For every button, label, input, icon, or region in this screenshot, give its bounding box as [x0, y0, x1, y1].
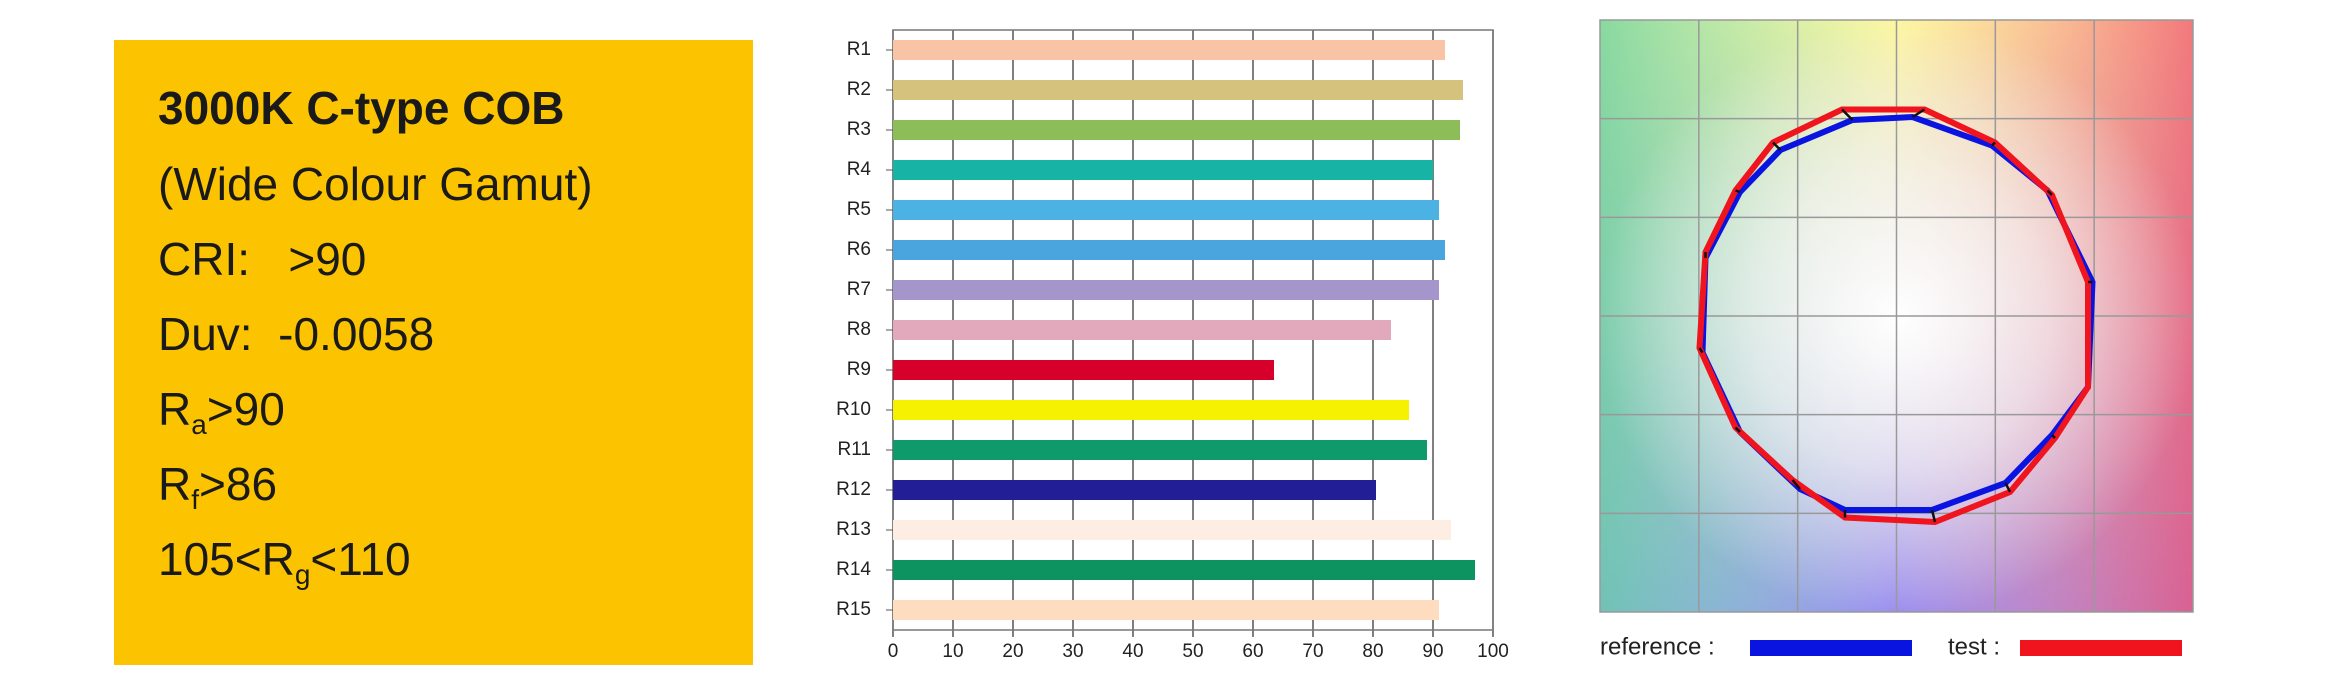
y-tick-label: R12: [836, 479, 871, 500]
y-tick-label: R14: [836, 559, 871, 580]
subscript: a: [191, 409, 207, 440]
y-tick-label: R1: [847, 39, 871, 60]
x-tick-label: 40: [1122, 641, 1143, 662]
shift-arrow: [2004, 482, 2012, 493]
card-line: Rf>86: [158, 458, 277, 515]
text-segment: <110: [310, 533, 410, 585]
y-tick-label: R9: [847, 359, 871, 380]
shift-arrow: [1698, 347, 1704, 354]
y-tick-label: R15: [836, 599, 871, 620]
shift-arrow: [1991, 141, 1996, 147]
text-segment: R: [158, 458, 191, 510]
x-tick-label: 20: [1002, 641, 1023, 662]
legend-swatch: [2020, 640, 2182, 656]
bar: [893, 600, 1439, 620]
bar: [893, 440, 1427, 460]
y-tick-label: R11: [838, 439, 871, 460]
bar: [893, 120, 1460, 140]
x-tick-label: 0: [888, 641, 899, 662]
y-tick-label: R4: [847, 159, 872, 180]
shift-arrow: [1791, 479, 1801, 490]
x-tick-label: 10: [942, 641, 963, 662]
legend-swatch: [1750, 640, 1912, 656]
bar: [893, 400, 1409, 420]
card-title: 3000K C-type COB: [158, 82, 564, 134]
bar-chart: 0 10 20 30 40 50 60 70 80 90 100 R1 R2 R3 R4 R5 R6 R7 R8 R9…: [836, 29, 1509, 662]
x-tick-label: 70: [1302, 641, 1323, 662]
y-tick-label: R3: [847, 119, 871, 140]
bar: [893, 160, 1433, 180]
x-tick-label: 50: [1182, 641, 1203, 662]
bar: [893, 80, 1463, 100]
x-tick-label: 90: [1422, 641, 1443, 662]
bar: [893, 360, 1274, 380]
y-tick-label: R10: [836, 399, 871, 420]
card-line: Duv: -0.0058: [158, 308, 434, 360]
subscript: g: [295, 559, 311, 590]
card-line: Ra>90: [158, 383, 285, 440]
text-segment: >90: [207, 383, 285, 435]
text-segment: CRI: >90: [158, 233, 366, 285]
shift-arrow: [1930, 509, 1937, 523]
card-line: (Wide Colour Gamut): [158, 158, 593, 210]
text-segment: (Wide Colour Gamut): [158, 158, 593, 210]
y-tick-label: R2: [847, 79, 871, 100]
bar: [893, 40, 1445, 60]
x-tick-label: 80: [1362, 641, 1383, 662]
shift-arrow: [2046, 189, 2053, 196]
text-segment: 105<R: [158, 533, 295, 585]
bar: [893, 480, 1376, 500]
shift-arrow: [2051, 434, 2056, 439]
y-tick-label: R7: [847, 279, 871, 300]
gamut-background: [1598, 18, 2198, 618]
card-line: 105<Rg<110: [158, 533, 411, 590]
text-segment: Duv: -0.0058: [158, 308, 434, 360]
text-segment: >86: [199, 458, 277, 510]
shift-arrow: [1911, 108, 1926, 119]
bar: [893, 520, 1451, 540]
y-tick-label: R13: [836, 519, 871, 540]
shift-arrow: [1772, 141, 1782, 151]
bar: [893, 240, 1445, 260]
shift-arrow: [1734, 426, 1741, 433]
gamut-frame: [1599, 19, 2194, 613]
spec-card: 3000K C-type COB (Wide Colour Gamut) CRI:…: [114, 40, 753, 665]
shift-arrow: [1735, 189, 1741, 194]
legend-label: test :: [1948, 633, 2000, 660]
text-segment: R: [158, 383, 191, 435]
y-tick-label: R5: [847, 199, 871, 220]
gamut-chart: reference : test :: [1598, 18, 2198, 660]
x-tick-label: 100: [1477, 641, 1509, 662]
x-tick-label: 60: [1242, 641, 1263, 662]
bar: [893, 280, 1439, 300]
bar: [893, 200, 1439, 220]
card-line: CRI: >90: [158, 233, 366, 285]
card-background: [114, 40, 753, 665]
shift-arrow: [1841, 108, 1854, 121]
bar: [893, 560, 1475, 580]
legend-label: reference :: [1600, 633, 1715, 660]
subscript: f: [191, 484, 199, 515]
y-tick-label: R6: [847, 239, 871, 260]
x-tick-label: 30: [1062, 641, 1083, 662]
bar: [893, 320, 1391, 340]
y-tick-label: R8: [847, 319, 871, 340]
